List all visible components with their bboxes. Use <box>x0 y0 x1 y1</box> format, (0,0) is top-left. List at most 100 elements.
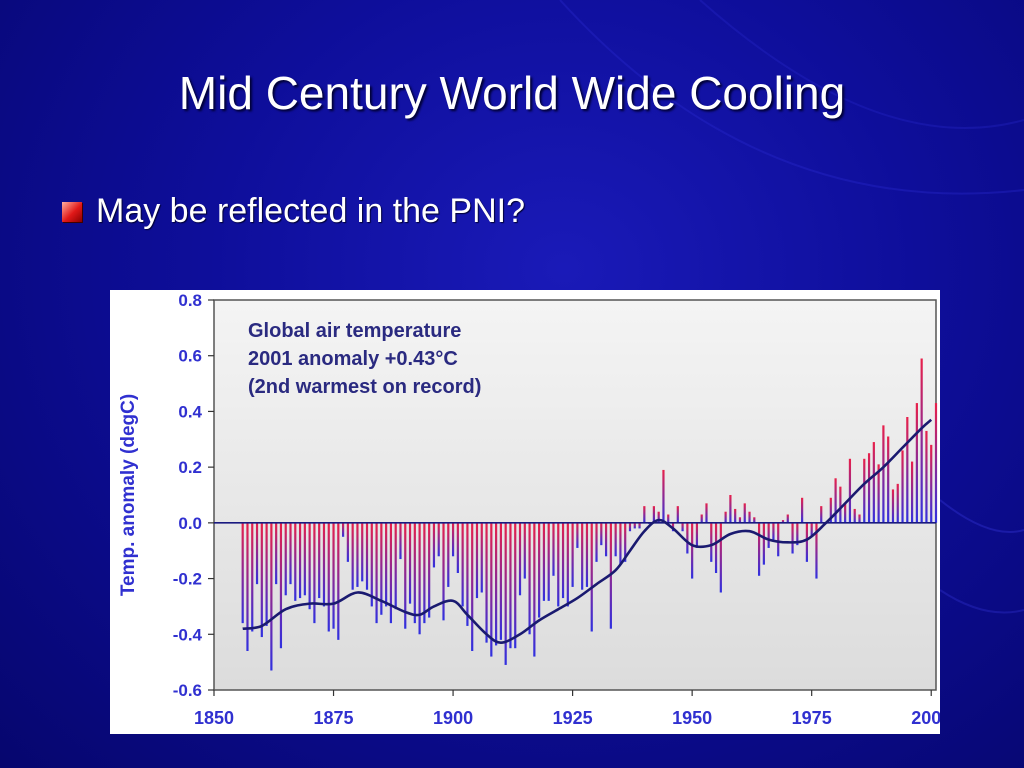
anomaly-bar <box>638 522 641 529</box>
anomaly-bar <box>356 522 359 587</box>
anomaly-bar <box>729 495 732 523</box>
annotation-line-1: Global air temperature <box>248 320 462 342</box>
anomaly-bar <box>691 522 694 579</box>
anomaly-bar <box>920 358 923 523</box>
anomaly-bar <box>815 522 818 579</box>
anomaly-bar <box>528 522 531 635</box>
anomaly-bar <box>432 522 436 568</box>
anomaly-bar <box>719 522 722 593</box>
anomaly-bar <box>657 511 660 523</box>
anomaly-bar <box>848 458 852 523</box>
anomaly-bar <box>514 522 517 649</box>
anomaly-bar <box>399 522 402 560</box>
anomaly-bar <box>667 514 670 523</box>
y-axis-title: Temp. anomaly (degC) <box>118 394 139 596</box>
anomaly-bar <box>389 522 393 624</box>
anomaly-bar <box>714 522 718 573</box>
anomaly-bar <box>518 522 522 596</box>
y-tick-label: -0.2 <box>173 570 202 589</box>
anomaly-bar <box>934 403 938 523</box>
anomaly-bar <box>686 522 689 554</box>
anomaly-bar <box>839 486 842 523</box>
anomaly-bar <box>370 522 373 607</box>
anomaly-bar <box>681 522 684 532</box>
anomaly-bar <box>322 522 326 607</box>
anomaly-bar <box>542 522 546 601</box>
y-tick-label: 0.4 <box>178 402 202 421</box>
anomaly-bar <box>270 522 273 671</box>
anomaly-bar <box>786 514 789 523</box>
anomaly-bar <box>581 522 584 590</box>
anomaly-bar <box>753 517 756 523</box>
anomaly-bar <box>538 522 541 618</box>
bullet-text: May be reflected in the PNI? <box>96 192 526 230</box>
y-tick-label: -0.4 <box>173 625 203 644</box>
anomaly-bar <box>461 522 464 607</box>
anomaly-bar <box>533 522 536 657</box>
anomaly-bar <box>604 522 608 557</box>
anomaly-bar <box>595 522 598 562</box>
anomaly-bar <box>710 522 713 562</box>
anomaly-bar <box>255 522 259 585</box>
anomaly-bar <box>260 522 263 638</box>
anomaly-bar <box>318 522 321 599</box>
anomaly-bar <box>700 514 703 523</box>
anomaly-bar <box>557 522 560 607</box>
anomaly-bar <box>275 522 278 585</box>
x-tick-label: 1850 <box>194 708 234 728</box>
anomaly-bar <box>442 522 445 621</box>
annotation-line-2: 2001 anomaly +0.43°C <box>248 348 458 370</box>
anomaly-bar <box>313 522 316 624</box>
anomaly-bar <box>796 522 799 546</box>
anomaly-bar <box>466 522 469 626</box>
anomaly-bar <box>251 522 254 632</box>
x-tick-label: 1900 <box>433 708 473 728</box>
anomaly-bar <box>447 522 450 587</box>
x-tick-label: 1875 <box>314 708 354 728</box>
anomaly-bar <box>867 453 871 523</box>
anomaly-bar <box>619 522 622 565</box>
anomaly-bar <box>499 522 502 640</box>
anomaly-bar <box>490 522 493 657</box>
anomaly-bar <box>877 464 880 523</box>
anomaly-bar <box>757 522 761 576</box>
anomaly-bar <box>906 417 909 523</box>
anomaly-bar <box>475 522 479 599</box>
anomaly-bar <box>471 522 474 651</box>
anomaly-bar <box>624 522 627 562</box>
anomaly-bar <box>891 489 895 523</box>
anomaly-bar <box>365 522 369 590</box>
anomaly-bar <box>652 506 655 523</box>
anomaly-bar <box>337 522 340 640</box>
anomaly-bar <box>695 522 699 548</box>
anomaly-bar <box>643 506 646 523</box>
anomaly-bar <box>552 522 555 576</box>
annotation-line-3: (2nd warmest on record) <box>248 376 482 398</box>
anomaly-bar <box>705 503 708 523</box>
anomaly-bar <box>547 522 550 601</box>
anomaly-bar <box>930 444 933 523</box>
y-tick-label: 0.8 <box>178 291 202 310</box>
anomaly-bar <box>844 503 847 523</box>
anomaly-bar <box>308 522 311 610</box>
anomaly-bar <box>781 520 785 523</box>
anomaly-bar <box>495 522 498 646</box>
anomaly-bar <box>910 461 914 523</box>
anomaly-bar <box>566 522 569 607</box>
chart-panel: 0.8 0.6 0.4 0.2 0.0 -0.2 -0.4 -0.6 1850 1875 1900 1… <box>110 290 940 734</box>
anomaly-bar <box>361 522 364 582</box>
anomaly-bar <box>585 522 589 587</box>
anomaly-bar <box>791 522 794 554</box>
anomaly-bar <box>284 522 287 596</box>
anomaly-bar <box>724 511 727 523</box>
anomaly-bar <box>676 506 679 523</box>
anomaly-bar <box>767 522 770 548</box>
anomaly-bar <box>485 522 488 643</box>
y-tick-label: 0.6 <box>178 347 202 366</box>
anomaly-bar <box>853 508 856 523</box>
anomaly-bar <box>772 522 775 540</box>
anomaly-bar <box>590 522 593 632</box>
anomaly-bar <box>413 522 416 624</box>
anomaly-bar <box>628 522 632 532</box>
anomaly-bar <box>408 522 412 604</box>
